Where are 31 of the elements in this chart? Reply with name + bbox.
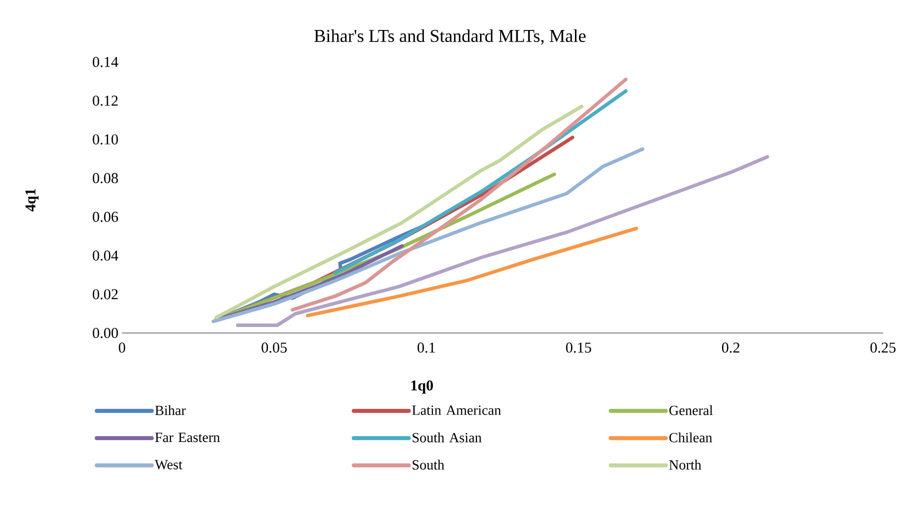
x-tick-label: 0.05 bbox=[262, 342, 287, 353]
x-axis-title: 1q0 bbox=[411, 380, 433, 394]
legend-label: Latin American bbox=[412, 406, 501, 415]
y-tick-label: 0.06 bbox=[92, 212, 118, 222]
x-tick-label: 0.1 bbox=[418, 342, 435, 353]
line-series bbox=[290, 78, 628, 312]
y-tick-label: 0.00 bbox=[92, 328, 118, 338]
y-axis-title: 4q1 bbox=[25, 189, 39, 212]
y-tick-label: 0.04 bbox=[92, 250, 118, 261]
chart-title: Bihar's LTs and Standard MLTs, Male bbox=[314, 29, 586, 45]
line-series bbox=[306, 226, 638, 318]
legend-label: North bbox=[669, 460, 702, 470]
legend-label: General bbox=[669, 405, 713, 416]
line-series bbox=[212, 147, 644, 324]
legend-label: South bbox=[412, 460, 444, 470]
y-tick-label: 0.12 bbox=[92, 96, 118, 106]
x-tick-label: 0.25 bbox=[870, 342, 896, 353]
y-tick-label: 0.10 bbox=[92, 134, 118, 145]
legend-label: South Asian bbox=[412, 432, 482, 442]
legend-label: West bbox=[154, 460, 182, 470]
x-tick-label: 0.2 bbox=[722, 342, 740, 353]
line-series bbox=[214, 104, 584, 320]
legend-label: Far Eastern bbox=[155, 432, 220, 442]
legend-label: Bihar bbox=[155, 405, 186, 416]
x-tick-label: 0 bbox=[118, 342, 126, 353]
legend-label: Chilean bbox=[669, 432, 712, 442]
y-tick-label: 0.02 bbox=[92, 289, 118, 300]
y-tick-label: 0.14 bbox=[92, 56, 118, 68]
line-series bbox=[236, 155, 770, 328]
x-tick-label: 0.15 bbox=[566, 342, 592, 353]
y-tick-label: 0.08 bbox=[92, 173, 118, 184]
